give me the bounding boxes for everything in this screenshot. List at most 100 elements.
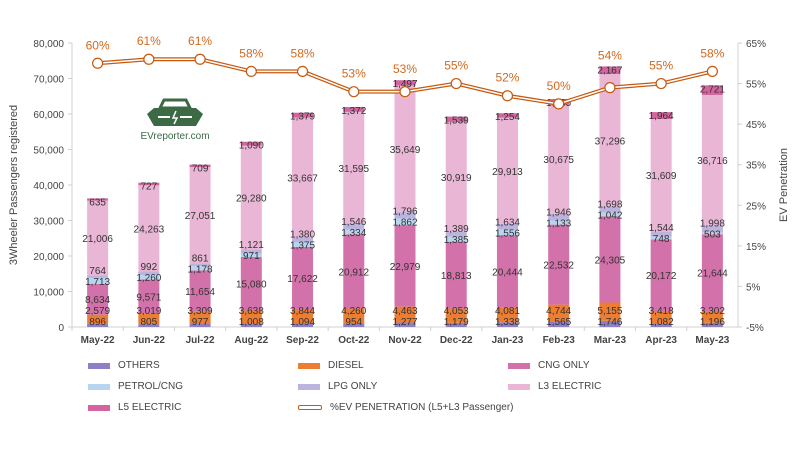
- data-label: 1,008: [239, 317, 264, 328]
- bar-segment-diesel: [548, 304, 570, 322]
- legend-label: LPG ONLY: [328, 381, 378, 392]
- bar-segment-others: [343, 323, 365, 327]
- data-label: 1,372: [341, 106, 366, 117]
- bar-segment-cng-only: [240, 256, 262, 311]
- bar-segment-l5-electric: [138, 182, 160, 186]
- bar-segment-petrol-cng: [138, 274, 160, 280]
- bar-segment-petrol-cng: [548, 220, 570, 225]
- data-label: 1,254: [495, 112, 520, 123]
- legend-swatch: [298, 383, 320, 390]
- y2-tick-label: 5%: [746, 282, 761, 293]
- y2-tick-label: 55%: [746, 80, 766, 91]
- data-label: 2,167: [597, 65, 622, 76]
- data-label: 22,532: [543, 261, 574, 272]
- x-tick-label: Jun-22: [133, 335, 166, 346]
- bar-segment-others: [445, 322, 467, 327]
- data-label: 29,913: [492, 167, 523, 178]
- data-label: 31,595: [338, 164, 369, 175]
- bar-segment-l5-electric: [496, 113, 518, 118]
- y2-tick-label: -5%: [746, 323, 764, 334]
- data-label: 35,649: [390, 145, 421, 156]
- logo-text: EVreporter.com: [140, 131, 209, 142]
- ev-penetration-marker: [245, 65, 257, 78]
- ev-penetration-label: 61%: [188, 34, 212, 48]
- bar-segment-cng-only: [445, 241, 467, 309]
- ev-penetration-marker: [450, 77, 462, 90]
- bar-segment-lpg-only: [599, 206, 621, 213]
- y-tick-label: 40,000: [33, 181, 64, 192]
- bar-segment-lpg-only: [138, 271, 160, 275]
- bar-segment-l5-electric: [701, 85, 723, 95]
- data-label: 30,675: [543, 155, 574, 166]
- ev-penetration-label: 54%: [598, 48, 622, 62]
- data-label: 3,302: [700, 306, 725, 317]
- data-label: 3,638: [239, 306, 264, 317]
- x-tick-label: Feb-23: [543, 335, 576, 346]
- bar-segment-diesel: [599, 302, 621, 321]
- bar-segment-diesel: [650, 311, 672, 324]
- y2-tick-label: 45%: [746, 120, 766, 131]
- y2-axis-title: EV Penetration: [778, 148, 790, 222]
- legend-swatch: [508, 362, 530, 369]
- data-label: 992: [141, 262, 158, 273]
- data-label: 36,716: [697, 156, 728, 167]
- data-label: 4,260: [341, 306, 366, 317]
- data-label: 1,796: [392, 207, 417, 218]
- data-label: 4,744: [546, 306, 571, 317]
- bar-segment-cng-only: [343, 234, 365, 309]
- data-label: 3,309: [188, 306, 213, 317]
- legend-item: %EV PENETRATION (L5+L3 Passenger): [298, 402, 514, 413]
- data-label: 896: [89, 317, 106, 328]
- ev-penetration-marker: [348, 86, 360, 98]
- legend-swatch: [88, 383, 110, 390]
- data-label: 1,121: [239, 240, 264, 251]
- data-label: 33,667: [287, 173, 318, 184]
- ev-penetration-marker: [501, 90, 514, 102]
- ev-penetration-marker: [604, 82, 616, 94]
- data-label: 764: [89, 266, 106, 277]
- data-label: 1,379: [290, 112, 315, 123]
- data-label: 24,305: [595, 255, 626, 266]
- data-label: 1,196: [700, 317, 725, 328]
- data-label: 3,844: [290, 306, 315, 317]
- bar-segment-diesel: [701, 311, 723, 323]
- x-tick-label: Oct-22: [338, 335, 370, 346]
- y-tick-label: 30,000: [33, 217, 64, 228]
- bar-segment-others: [496, 322, 518, 327]
- data-label: 3,019: [136, 306, 161, 317]
- y-tick-label: 80,000: [33, 39, 64, 50]
- data-label: 1,133: [546, 219, 571, 230]
- ev-penetration-label: 53%: [393, 62, 417, 76]
- legend-item: L5 ELECTRIC: [88, 402, 181, 413]
- y-tick-label: 10,000: [33, 288, 64, 299]
- ev-penetration-marker: [143, 53, 155, 65]
- bar-segment-l5-electric: [650, 112, 672, 120]
- bar-segment-lpg-only: [343, 224, 365, 230]
- data-label: 954: [345, 317, 362, 328]
- data-label: 1,862: [392, 218, 417, 229]
- bar-segment-lpg-only: [650, 231, 672, 237]
- legend-item: PETROL/CNG: [88, 381, 183, 392]
- data-label: 709: [192, 164, 209, 175]
- bar-segment-l3-electric: [87, 200, 109, 276]
- data-label: 1,389: [444, 224, 469, 235]
- bar-segment-diesel: [394, 306, 416, 323]
- bar-segment-l5-electric: [292, 112, 314, 118]
- x-tick-label: Dec-22: [440, 335, 473, 346]
- bar-segment-cng-only: [138, 279, 160, 314]
- data-label: 1,546: [341, 217, 366, 228]
- data-label: 31,609: [646, 171, 677, 182]
- data-label: 4,463: [392, 306, 417, 317]
- x-tick-label: Jan-23: [492, 335, 524, 346]
- data-label: 1,556: [495, 228, 520, 239]
- x-tick-label: Apr-23: [645, 335, 677, 346]
- bar-segment-petrol-cng: [650, 236, 672, 240]
- bar-segment-petrol-cng: [599, 212, 621, 217]
- data-label: 20,172: [646, 271, 677, 282]
- ev-penetration-label: 53%: [342, 67, 366, 81]
- data-label: 1,565: [546, 317, 571, 328]
- legend-swatch: [298, 362, 320, 369]
- ev-penetration-label: 52%: [495, 71, 519, 85]
- legend-label: L3 ELECTRIC: [538, 381, 602, 392]
- legend-label: PETROL/CNG: [118, 381, 184, 392]
